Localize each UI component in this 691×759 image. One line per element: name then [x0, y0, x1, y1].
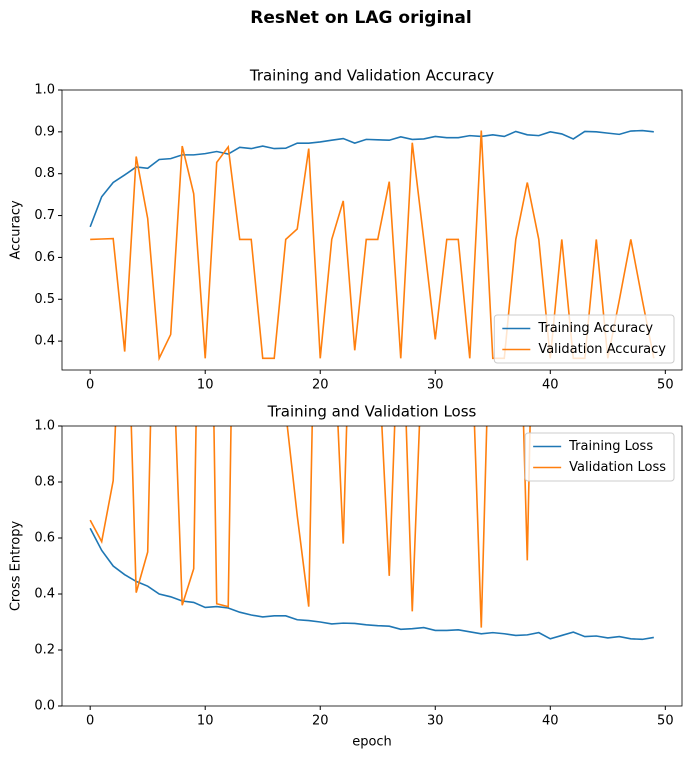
x-tick-label: 30 — [427, 714, 444, 729]
axes: Training and Validation Loss 0 10 20 30 40 50 0… — [9, 403, 683, 750]
y-tick-label: 0.6 — [34, 250, 55, 265]
x-tick-label: 20 — [312, 378, 329, 393]
x-tick-label: 0 — [86, 714, 94, 729]
y-tick-label: 0.8 — [34, 475, 55, 490]
legend-box — [524, 432, 675, 482]
axes-title: Training and Validation Loss — [267, 403, 477, 421]
figure-title: ResNet on LAG original — [250, 8, 471, 28]
legend-box — [493, 314, 675, 364]
x-tick-label: 50 — [657, 378, 674, 393]
y-axis-label: Cross Entropy — [9, 521, 24, 612]
y-tick-label: 1.0 — [34, 419, 55, 434]
y-axis-label: Accuracy — [9, 200, 24, 260]
x-axis-label: epoch — [352, 735, 392, 750]
data-line — [89, 426, 531, 628]
legend-label: Validation Loss — [569, 460, 666, 475]
axes-frame — [61, 425, 683, 707]
data-line — [90, 130, 655, 362]
y-tick-label: 0.4 — [34, 587, 55, 602]
y-tick-label: 0.6 — [34, 531, 55, 546]
y-tick-label: 0.9 — [34, 124, 55, 139]
y-tick-label: 0.4 — [34, 334, 55, 349]
legend: Training Loss Validation Loss — [524, 432, 675, 482]
x-tick-label: 30 — [427, 378, 444, 393]
legend: Training Accuracy Validation Accuracy — [493, 314, 675, 364]
x-tick-label: 40 — [542, 714, 559, 729]
legend-label: Training Accuracy — [537, 321, 653, 336]
x-tick-label: 10 — [197, 714, 214, 729]
axes: Training and Validation Accuracy 0 10 20 30 4… — [9, 67, 683, 393]
x-tick-label: 10 — [197, 378, 214, 393]
y-tick-label: 0.5 — [34, 292, 55, 307]
y-tick-label: 1.0 — [34, 83, 55, 98]
y-tick-label: 0.2 — [34, 643, 55, 658]
axes-title: Training and Validation Accuracy — [249, 67, 494, 85]
y-tick-label: 0.0 — [34, 699, 55, 714]
x-tick-label: 20 — [312, 714, 329, 729]
x-tick-label: 40 — [542, 378, 559, 393]
y-tick-label: 0.8 — [34, 166, 55, 181]
y-tick-label: 0.7 — [34, 208, 55, 223]
data-line — [89, 129, 654, 228]
legend-label: Training Loss — [568, 439, 653, 454]
axes-frame — [61, 89, 683, 371]
x-tick-label: 0 — [86, 378, 94, 393]
x-tick-label: 50 — [657, 714, 674, 729]
legend-label: Validation Accuracy — [538, 342, 666, 357]
data-line — [89, 527, 654, 641]
